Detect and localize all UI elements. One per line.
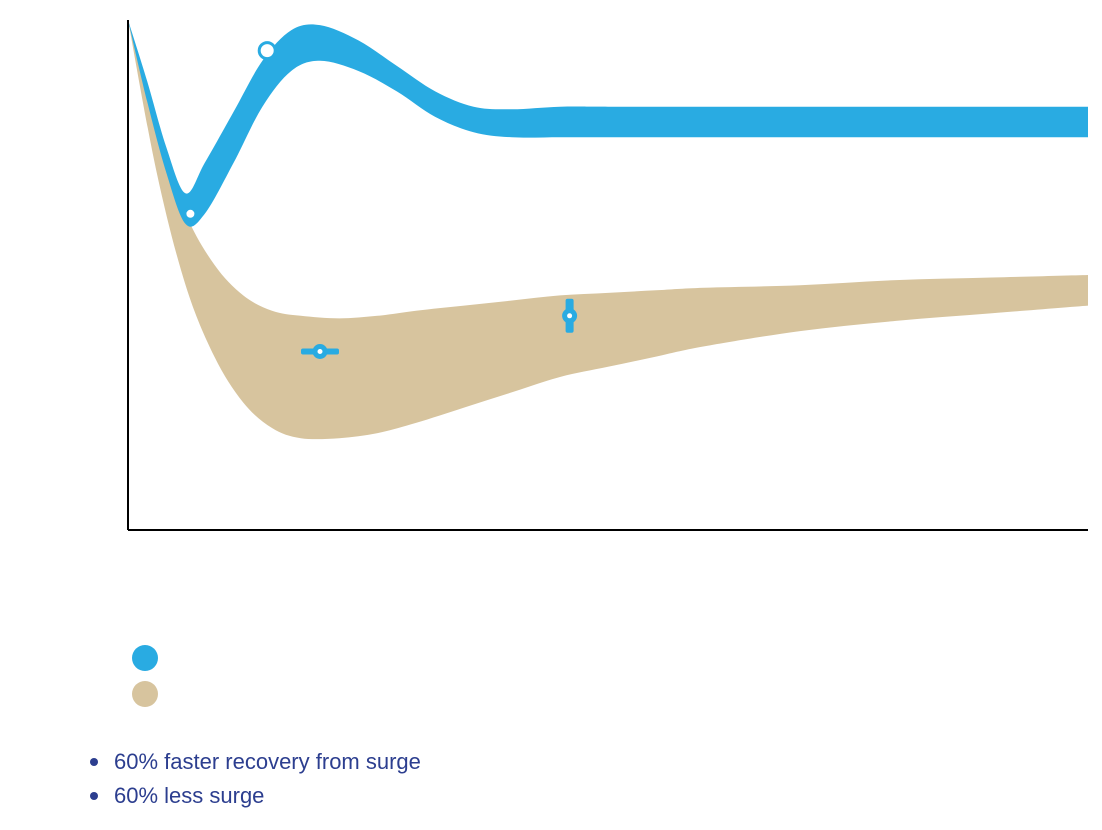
callout-bullets: 60% faster recovery from surge 60% less …: [90, 745, 421, 813]
chart-container: [0, 0, 1102, 600]
line-area-chart: [0, 0, 1102, 600]
bullet-item: 60% faster recovery from surge: [90, 745, 421, 779]
bullet-icon: [90, 792, 98, 800]
marker-point: [565, 311, 575, 321]
marker-point: [185, 208, 196, 219]
legend-swatch: [132, 681, 158, 707]
bullet-text: 60% faster recovery from surge: [114, 749, 421, 775]
marker-point: [259, 43, 275, 59]
marker-point: [315, 347, 325, 357]
bullet-icon: [90, 758, 98, 766]
legend-swatch: [132, 645, 158, 671]
bullet-item: 60% less surge: [90, 779, 421, 813]
legend-item: [132, 676, 176, 712]
bullet-text: 60% less surge: [114, 783, 264, 809]
legend-item: [132, 640, 176, 676]
legend: [132, 640, 176, 712]
